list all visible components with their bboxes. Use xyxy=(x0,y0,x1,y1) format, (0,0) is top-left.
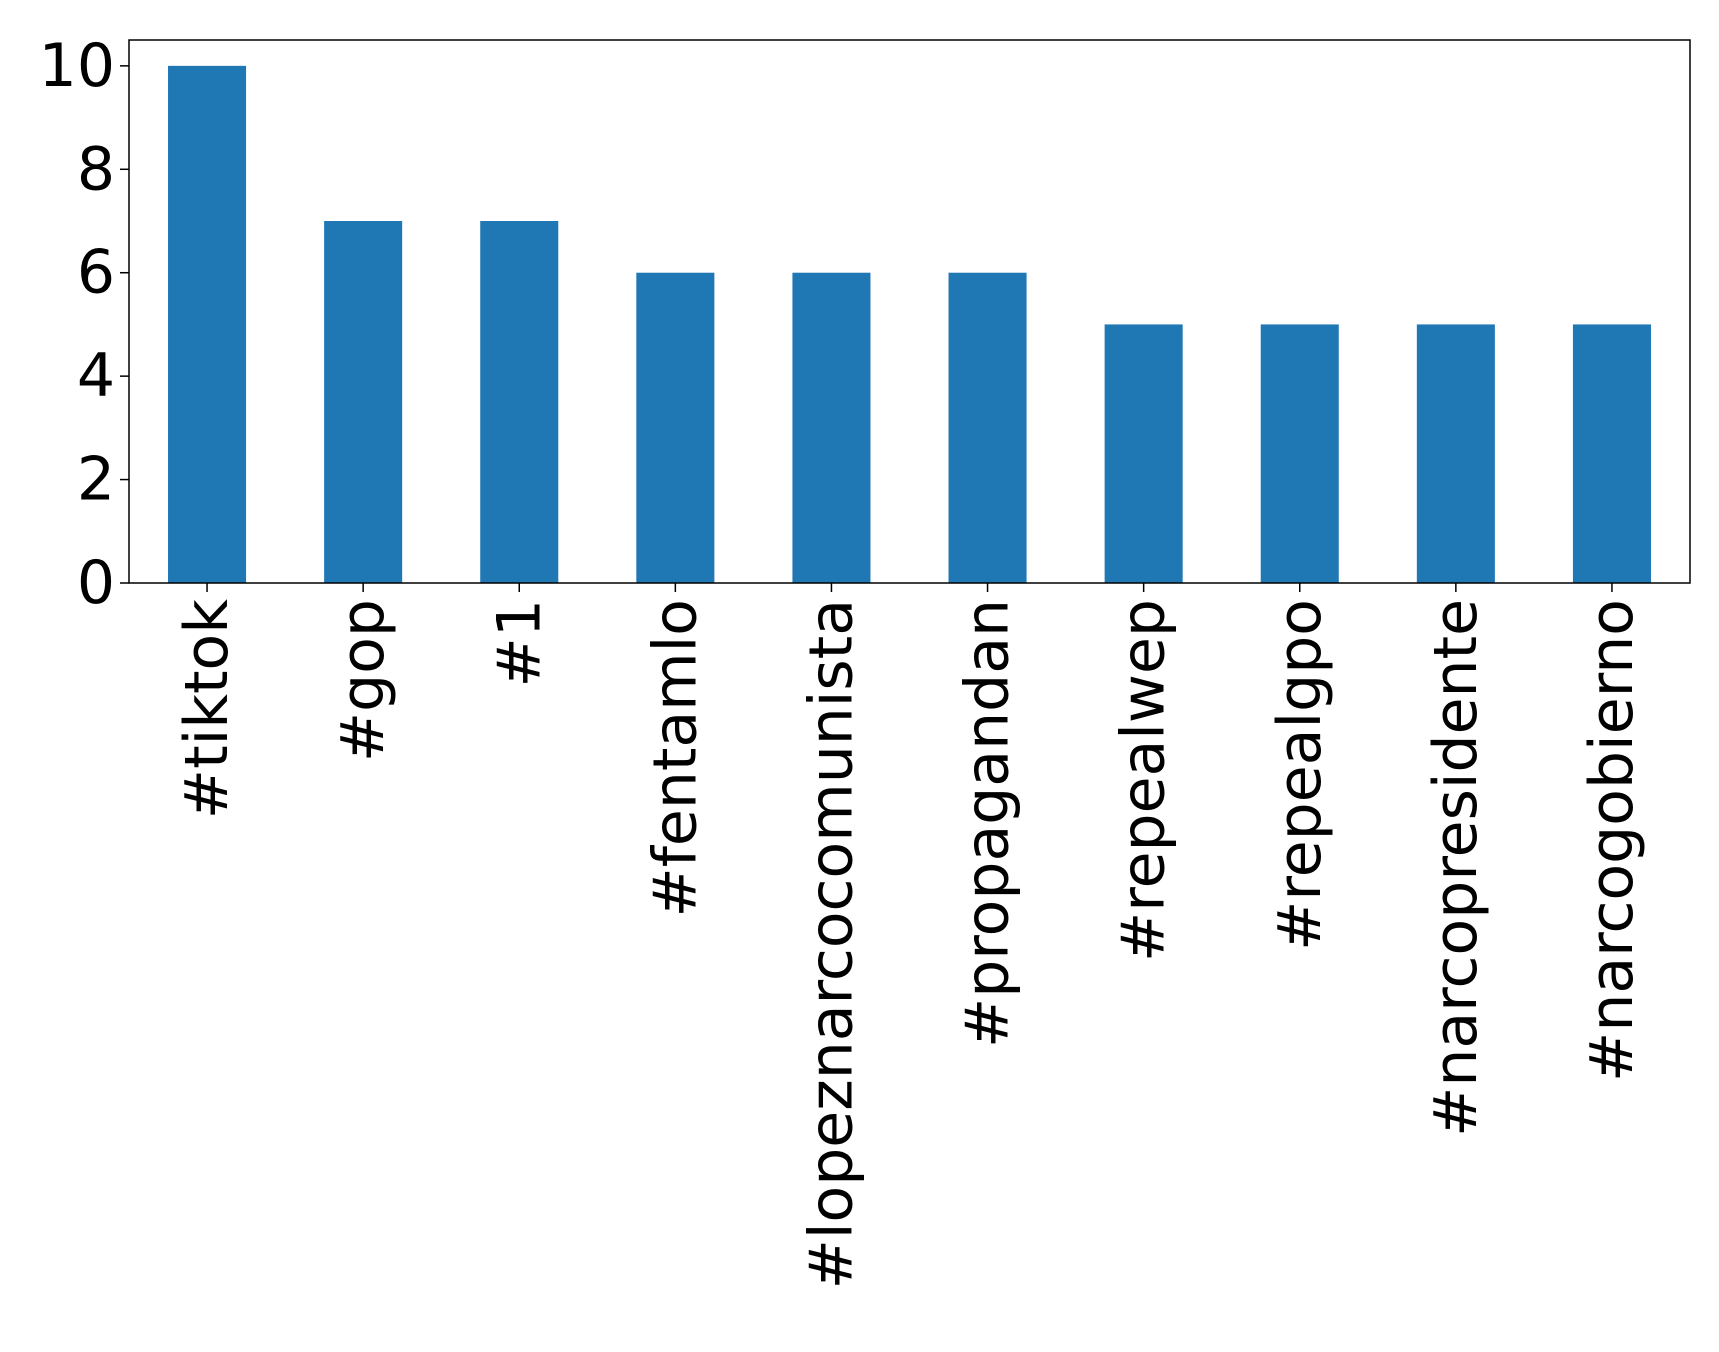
bar-propagandan xyxy=(948,272,1027,583)
x-tick-label: #repealgpo xyxy=(1265,599,1335,951)
bar-lopeznarcocomunista xyxy=(792,272,871,583)
x-tick-label: #fentamlo xyxy=(640,599,710,917)
y-tick-label: 6 xyxy=(77,238,115,308)
x-tick-label: #lopeznarcocomunista xyxy=(796,599,866,1289)
x-tick-label: #propagandan xyxy=(953,599,1023,1048)
bar-tiktok xyxy=(168,65,247,584)
y-tick-label: 10 xyxy=(39,31,115,101)
x-tick-label: #repealwep xyxy=(1109,599,1179,962)
bars-layer xyxy=(168,65,1651,584)
bar-narcopresidente xyxy=(1416,324,1495,583)
x-tick-label: #gop xyxy=(328,599,398,762)
y-tick-label: 0 xyxy=(77,548,115,618)
x-tick-label: #1 xyxy=(484,599,554,687)
bar-fentamlo xyxy=(636,272,715,583)
bar-repealgpo xyxy=(1260,324,1339,583)
y-tick-label: 4 xyxy=(77,341,115,411)
y-tick-label: 2 xyxy=(77,445,115,515)
x-tick-label: #narcogobierno xyxy=(1577,599,1647,1082)
plot-frame xyxy=(128,39,1691,584)
bar-repealwep xyxy=(1104,324,1183,583)
bar-gop xyxy=(324,221,403,583)
axes-layer xyxy=(128,39,1691,584)
ticks-layer: 0 2 4 6 8 10 #tiktok #gop #1 #fentamlo #lopeznarco… xyxy=(39,31,1647,1290)
x-tick-label: #tiktok xyxy=(172,599,242,819)
bar-narcogobierno xyxy=(1572,324,1651,583)
y-tick-label: 8 xyxy=(77,134,115,204)
bar-1 xyxy=(480,221,559,583)
x-tick-label: #narcopresidente xyxy=(1421,599,1491,1137)
